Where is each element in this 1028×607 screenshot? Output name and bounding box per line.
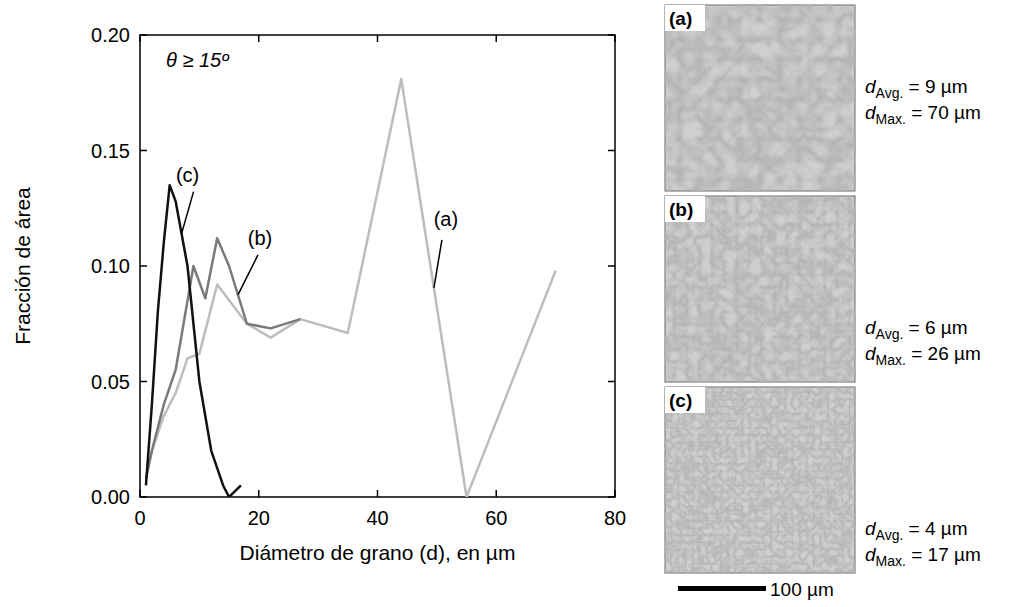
x-tick	[258, 490, 260, 497]
x-tick-label: 0	[134, 507, 145, 529]
panel-label-bg	[665, 387, 705, 413]
series-label: (b)	[248, 227, 272, 249]
scale-bar	[678, 586, 766, 591]
x-tick	[496, 35, 498, 42]
x-tick-label: 60	[485, 507, 507, 529]
leader-line	[434, 240, 442, 288]
x-tick	[139, 490, 141, 497]
x-tick	[496, 490, 498, 497]
scale-bar-label: 100 µm	[770, 579, 834, 600]
y-tick-label: 0.05	[91, 371, 130, 393]
panel-label-bg	[665, 196, 705, 222]
y-tick	[608, 150, 615, 152]
series-line	[146, 79, 556, 497]
leader-line	[238, 255, 258, 295]
y-tick	[608, 381, 615, 383]
x-tick	[614, 490, 616, 497]
y-tick	[140, 381, 147, 383]
y-tick	[608, 34, 615, 36]
x-tick-label: 40	[366, 507, 388, 529]
x-tick-label: 80	[604, 507, 626, 529]
x-tick	[377, 490, 379, 497]
x-tick	[258, 35, 260, 42]
y-tick-label: 0.15	[91, 140, 130, 162]
plot-frame	[140, 35, 615, 497]
grain-stat: dMax. = 26 µm	[865, 343, 981, 368]
series-label: (a)	[434, 208, 458, 230]
panel-label-bg	[665, 5, 705, 31]
x-tick-label: 20	[248, 507, 270, 529]
y-tick-label: 0.20	[91, 24, 130, 46]
figure: 0.00 0.05 0.10 0.15 0.20 0 20 40 60 80 Diámetro de…	[0, 0, 1028, 607]
series-group	[146, 79, 556, 497]
y-tick	[608, 496, 615, 498]
x-tick	[614, 35, 616, 42]
micrograph-texture	[665, 5, 855, 191]
micrograph-texture	[665, 387, 855, 573]
x-axis-title: Diámetro de grano (d), en µm	[240, 541, 516, 564]
grain-stat: dAvg. = 6 µm	[865, 317, 968, 342]
y-tick	[140, 150, 147, 152]
y-tick-label: 0.10	[91, 255, 130, 277]
panel-label: (c)	[669, 390, 692, 411]
series-line	[146, 238, 300, 478]
y-tick	[140, 496, 147, 498]
leader-line	[182, 192, 194, 234]
y-tick	[140, 265, 147, 267]
grain-stat: dMax. = 17 µm	[865, 544, 981, 569]
y-tick-label: 0.00	[91, 486, 130, 508]
x-tick	[139, 35, 141, 42]
y-tick	[140, 34, 147, 36]
y-tick	[608, 265, 615, 267]
series-line	[146, 185, 241, 497]
x-tick	[377, 35, 379, 42]
panel-label: (a)	[669, 8, 692, 29]
series-label: (c)	[176, 164, 199, 186]
grain-stat: dAvg. = 4 µm	[865, 518, 968, 543]
grain-stat: dAvg. = 9 µm	[865, 76, 968, 101]
y-axis-title: Fracción de área	[11, 187, 34, 345]
micrograph	[665, 387, 855, 573]
grain-stat: dMax. = 70 µm	[865, 102, 981, 127]
micrograph	[665, 196, 855, 382]
micrograph-texture	[665, 196, 855, 382]
annotation: θ ≥ 15º	[166, 49, 230, 71]
panel-label: (b)	[669, 199, 693, 220]
micrograph	[665, 5, 855, 191]
